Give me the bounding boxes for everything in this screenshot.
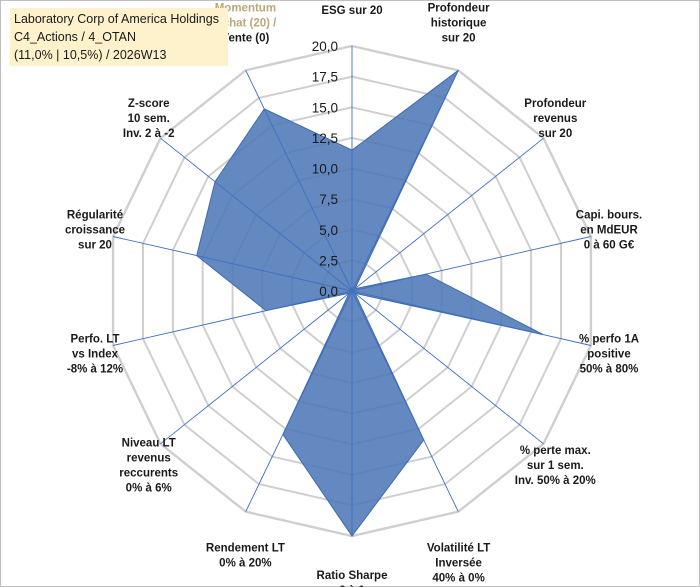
axis-spoke: [112, 290, 353, 346]
tick-label: 12,5: [312, 131, 338, 146]
axis-label-line: revenus: [127, 452, 171, 464]
axis-spoke: [351, 236, 592, 292]
axis-label-line: Vente (0): [221, 33, 269, 45]
axis-label-line: Inversée: [435, 558, 482, 570]
axis-spoke: [160, 290, 353, 445]
axis-label-line: sur 1 sem.: [527, 460, 584, 472]
axis-label: Régularité croissance sur 20: [65, 210, 125, 252]
axis-label-line: 40% à 0%: [432, 573, 484, 585]
axis-label-line: historique: [431, 18, 487, 30]
axis-spoke: [351, 290, 459, 512]
axis-label-line: 0 à 1: [339, 585, 365, 587]
axis-label-line: Rendement LT: [206, 543, 285, 555]
chart-title-line-3: (11,0% | 10,5%) / 2026W13: [14, 48, 167, 62]
axis-label-line: sur 20: [442, 33, 476, 45]
axis-label-line: Régularité: [67, 210, 123, 222]
axis-label-line: 0% à 20%: [219, 558, 271, 570]
tick-label: 20,0: [312, 39, 338, 54]
axis-spoke: [351, 290, 544, 445]
axis-label-line: en MdEUR: [580, 225, 638, 237]
axis-label: Niveau LT revenus reccurents 0% à 6%: [119, 437, 178, 494]
axis-label: Capi. bours. en MdEUR 0 à 60 G€: [576, 210, 642, 252]
tick-label: 17,5: [312, 70, 338, 85]
axis-label-line: -8% à 12%: [67, 363, 123, 375]
axis-label-line: reccurents: [119, 467, 178, 479]
axis-label-line: Inv. 2 à -2: [123, 128, 175, 140]
radial-tick-labels: 0,0 2,5 5,0 7,5 10,0 12,5 15,0 17,5 20,0: [312, 39, 338, 299]
axis-label-line: revenus: [533, 113, 577, 125]
axis-spoke: [245, 290, 353, 512]
series-layer: [196, 69, 544, 537]
tick-label: 10,0: [312, 162, 338, 177]
series-area: [196, 69, 544, 537]
axis-label-line: croissance: [65, 225, 125, 237]
axis-label-line: Note: [339, 0, 365, 2]
axis-label: % perfo 1A positive 50% à 80%: [579, 333, 639, 375]
axis-label-line: Z-score: [128, 98, 170, 110]
axis-label: Momentum Achat (20) / Vente (0): [214, 3, 277, 45]
axis-label: Volatilité LT Inversée 40% à 0%: [427, 543, 490, 585]
axis-spoke: [351, 137, 544, 292]
axis-label: % perte max. sur 1 sem. Inv. 50% à 20%: [515, 445, 596, 487]
tick-label: 7,5: [319, 192, 338, 207]
axis-label-line: Ratio Sharpe: [317, 570, 388, 582]
axis-label-line: 10 sem.: [128, 113, 170, 125]
tick-label: 2,5: [319, 253, 338, 268]
axis-label-line: sur 20: [538, 128, 572, 140]
axis-spoke: [160, 137, 353, 292]
axis-spoke: [351, 290, 592, 346]
axis-label-line: % perfo 1A: [579, 333, 639, 345]
axis-spoke: [245, 70, 353, 292]
tick-label: 0,0: [319, 284, 338, 299]
axis-label-line: Inv. 50% à 20%: [515, 475, 596, 487]
axis-label: Ratio Sharpe 0 à 1: [317, 570, 388, 587]
axis-label-line: Perfo. LT: [71, 333, 120, 345]
axis-label-line: vs Index: [72, 348, 119, 360]
axis-label-line: % perte max.: [520, 445, 591, 457]
axis-label-line: ESG sur 20: [321, 5, 382, 17]
tick-label: 5,0: [319, 223, 338, 238]
axis-label-line: 0 à 60 G€: [584, 240, 635, 252]
axis-label-line: Momentum: [215, 3, 276, 15]
axis-spoke: [112, 236, 353, 292]
axis-label-line: Niveau LT: [122, 437, 176, 449]
axis-label: Perfo. LT vs Index -8% à 12%: [67, 333, 123, 375]
axis-label: Note ESG sur 20: [321, 0, 382, 17]
axis-label-line: 50% à 80%: [580, 363, 639, 375]
axis-label: Profondeur historique sur 20: [428, 3, 490, 45]
axis-label-line: Profondeur: [428, 3, 490, 15]
tick-label: 15,0: [312, 100, 338, 115]
axis-label-line: positive: [587, 348, 630, 360]
chart-title-line-2: C4_Actions / 4_OTAN: [14, 30, 137, 44]
axis-spoke: [351, 70, 459, 292]
radar-spokes: [112, 46, 592, 536]
axis-label-line: Capi. bours.: [576, 210, 642, 222]
axis-label: Z-score 10 sem. Inv. 2 à -2: [123, 98, 175, 140]
chart-title-line-1: Laboratory Corp of America Holdings: [14, 12, 219, 26]
axis-label: Rendement LT 0% à 20%: [206, 543, 285, 570]
chart-title-box: Laboratory Corp of America Holdings C4_A…: [10, 8, 228, 66]
axis-label-line: Volatilité LT: [427, 543, 490, 555]
axis-label-line: 0% à 6%: [126, 482, 172, 494]
axis-label-line: Profondeur: [524, 98, 586, 110]
axis-label-line: sur 20: [78, 240, 112, 252]
axis-label-line: Achat (20) /: [214, 18, 277, 30]
axis-label: Profondeur revenus sur 20: [524, 98, 586, 140]
axis-labels: Note ESG sur 20 Profondeur historique sur 20…: [65, 0, 642, 587]
